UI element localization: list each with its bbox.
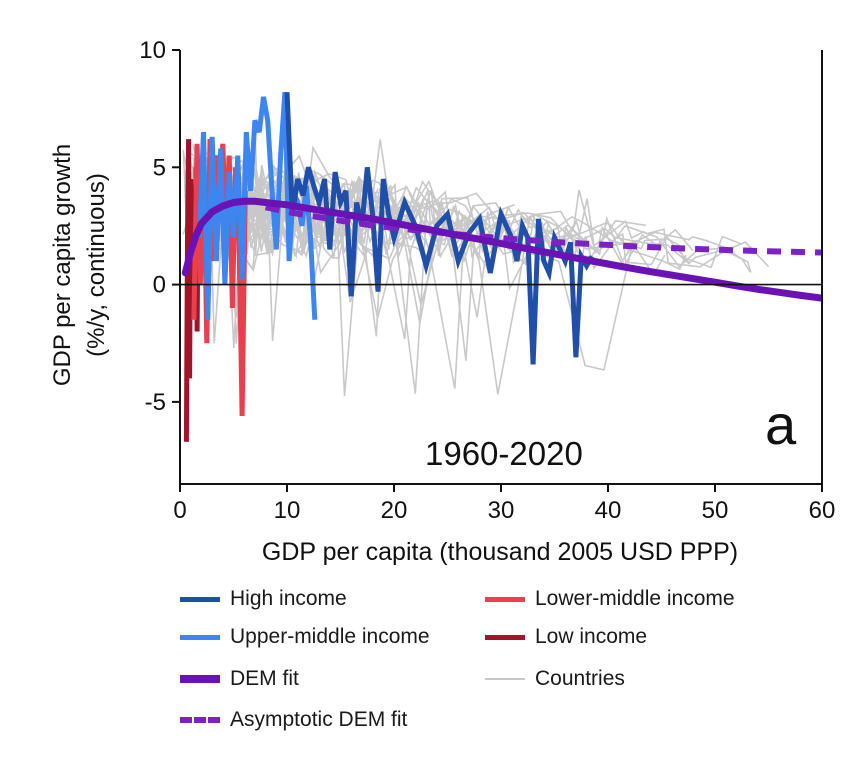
x-tick-label: 60 (809, 497, 836, 524)
x-tick-label: 20 (381, 497, 408, 524)
y-tick-label: 0 (153, 272, 166, 299)
y-axis-sublabel: (%/y, continuous) (83, 173, 110, 357)
x-tick-label: 0 (173, 497, 186, 524)
period-label: 1960-2020 (425, 435, 583, 472)
x-tick-label: 40 (595, 497, 622, 524)
y-tick-label: 10 (139, 37, 166, 64)
asymptotic-dem-fit-line (264, 204, 822, 256)
y-tick-label: -5 (145, 389, 166, 416)
series-line-high (284, 92, 595, 365)
x-axis-label: GDP per capita (thousand 2005 USD PPP) (262, 538, 738, 566)
dem-fit-line (181, 197, 822, 302)
fit-lines (181, 197, 822, 302)
y-tick-label: 5 (153, 154, 166, 181)
x-tick-label: 50 (702, 497, 729, 524)
panel-label: a (765, 393, 797, 456)
x-tick-label: 30 (488, 497, 515, 524)
x-tick-label: 10 (274, 497, 301, 524)
y-axis-label: GDP per capita growth (49, 144, 76, 386)
income-group-lines (183, 92, 595, 442)
country-line (202, 157, 725, 268)
axes: 0 10 20 30 40 50 60 -5 0 5 10 (139, 37, 835, 524)
